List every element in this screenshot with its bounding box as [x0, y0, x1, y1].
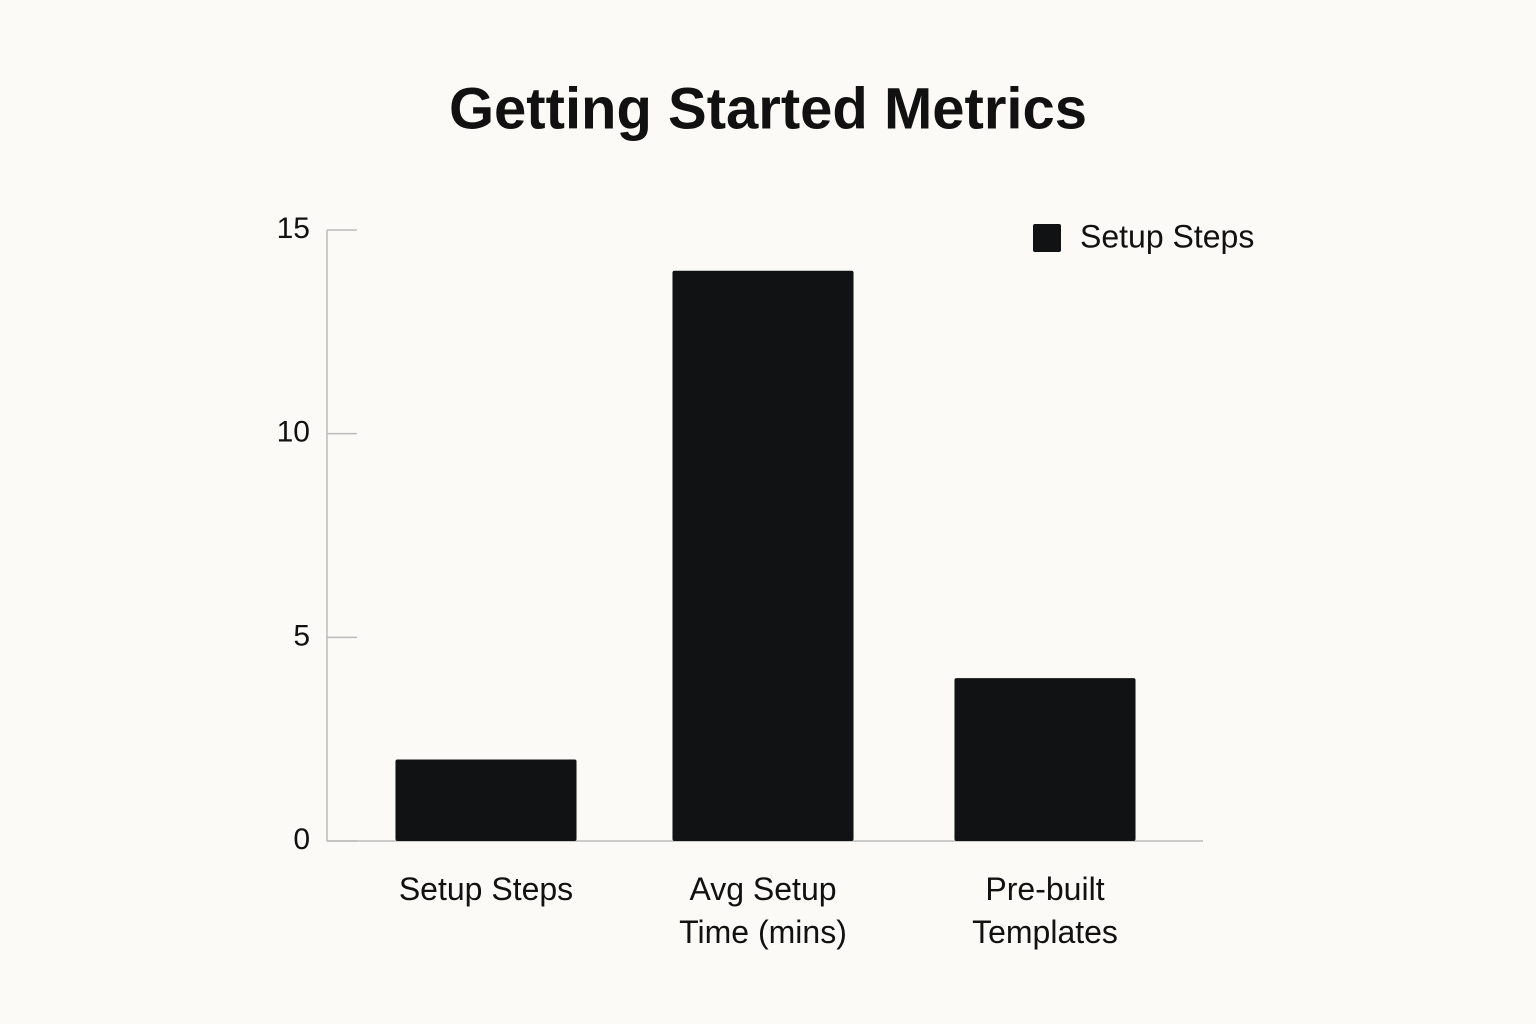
legend-label: Setup Steps: [1080, 218, 1254, 254]
x-tick-label: Pre-built Templates: [972, 871, 1118, 950]
y-tick-label: 15: [277, 212, 310, 245]
bar: [672, 270, 854, 841]
bar: [395, 759, 577, 841]
chart-title: Getting Started Metrics: [449, 76, 1087, 141]
bar: [954, 678, 1136, 841]
legend-swatch: [1033, 224, 1061, 252]
y-tick-label: 0: [293, 823, 310, 856]
x-tick-label: Setup Steps: [398, 871, 574, 907]
x-tick-label: Avg Setup Time (mins): [679, 871, 847, 950]
y-tick-label: 10: [277, 416, 310, 449]
y-tick-label: 5: [293, 619, 310, 652]
